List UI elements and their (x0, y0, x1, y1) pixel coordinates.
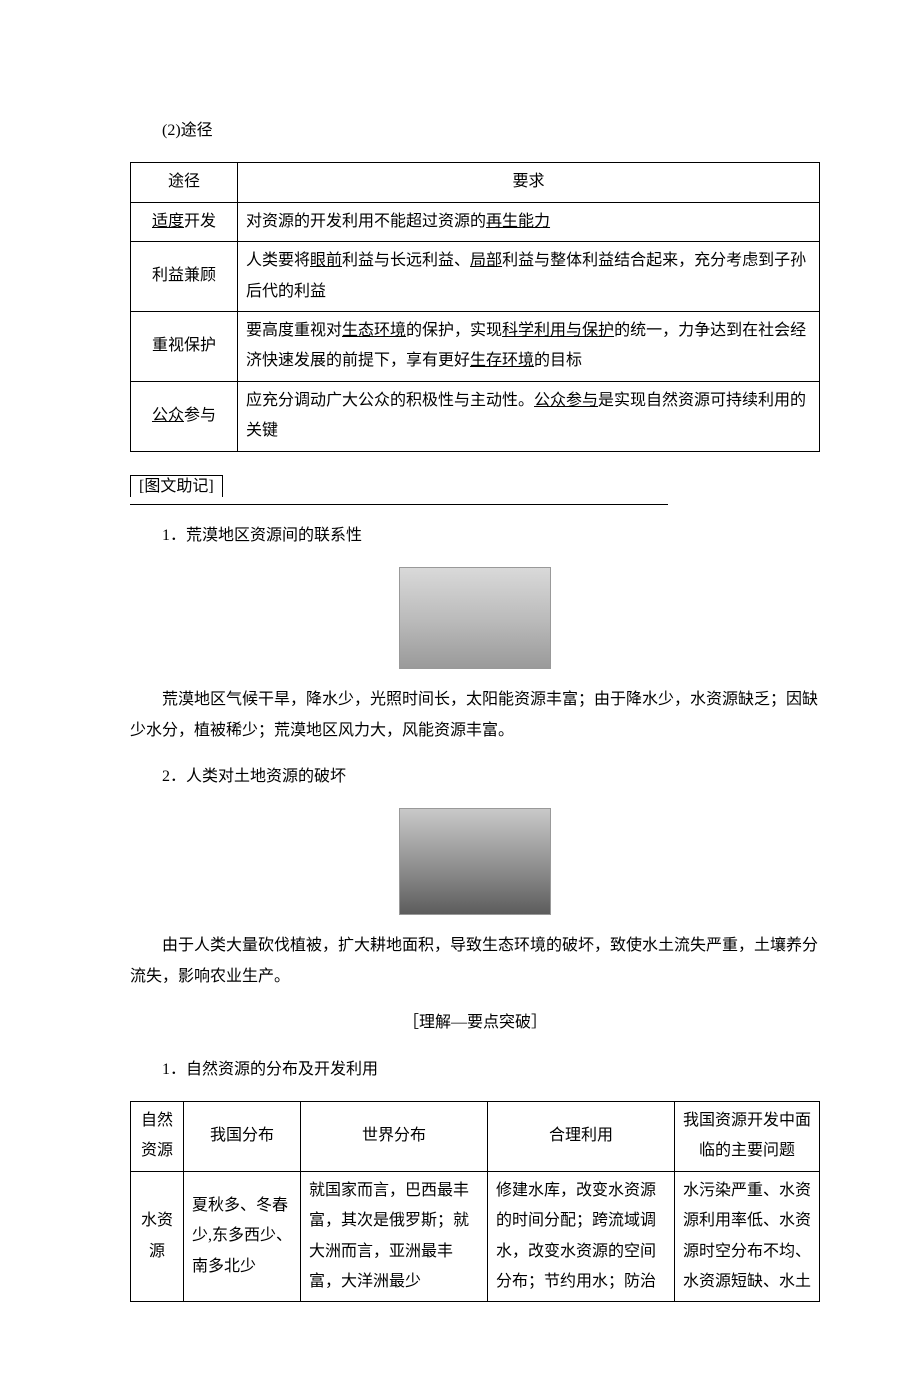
underline-text: 眼前 (310, 252, 342, 269)
section-bar-label: [图文助记] (130, 475, 223, 497)
header-china-dist: 我国分布 (184, 1102, 301, 1172)
cell-approach: 公众参与 (131, 381, 238, 451)
section-heading: ［理解—要点突破］ (130, 1008, 820, 1038)
erosion-image (399, 808, 551, 915)
cell-rational-use: 修建水库，改变水资源的时间分配；跨流域调水，改变水资源的空间分布；节约用水；防治 (488, 1171, 675, 1302)
text: 对资源的开发利用不能超过资源的 (246, 213, 486, 230)
cell-resource: 水资源 (131, 1171, 184, 1302)
table-resources: 自然资源 我国分布 世界分布 合理利用 我国资源开发中面临的主要问题 水资源 夏… (130, 1101, 820, 1302)
cell-approach: 重视保护 (131, 311, 238, 381)
underline-text: 公众参与 (534, 392, 598, 409)
text: 开发 (184, 213, 216, 230)
cell-requirement: 要高度重视对生态环境的保护，实现科学利用与保护的统一，力争达到在社会经济快速发展… (238, 311, 820, 381)
underline-text: 生态环境 (342, 322, 406, 339)
table-row: 水资源 夏秋多、冬春少,东多西少、南多北少 就国家而言，巴西最丰富，其次是俄罗斯… (131, 1171, 820, 1302)
text: 应充分调动广大公众的积极性与主动性。 (246, 392, 534, 409)
desert-image (399, 567, 551, 669)
header-requirement: 要求 (238, 163, 820, 202)
text: 参与 (184, 407, 216, 424)
text: 的保护，实现 (406, 322, 502, 339)
underline-text: 局部 (470, 252, 502, 269)
header-problems: 我国资源开发中面临的主要问题 (675, 1102, 820, 1172)
item-body: 荒漠地区气候干旱，降水少，光照时间长，太阳能资源丰富；由于降水少，水资源缺乏；因… (130, 685, 820, 746)
table-row: 自然资源 我国分布 世界分布 合理利用 我国资源开发中面临的主要问题 (131, 1102, 820, 1172)
table-row: 公众参与 应充分调动广大公众的积极性与主动性。公众参与是实现自然资源可持续利用的… (131, 381, 820, 451)
cell-china-dist: 夏秋多、冬春少,东多西少、南多北少 (184, 1171, 301, 1302)
cell-approach: 利益兼顾 (131, 242, 238, 312)
pre-table-label: (2)途径 (130, 116, 820, 146)
underline-text: 适度 (152, 213, 184, 230)
text: 要高度重视对 (246, 322, 342, 339)
item-body: 由于人类大量砍伐植被，扩大耕地面积，导致生态环境的破坏，致使水土流失严重，土壤养… (130, 931, 820, 992)
table-row: 途径 要求 (131, 163, 820, 202)
text: 人类要将 (246, 252, 310, 269)
underline-text: 公众 (152, 407, 184, 424)
cell-requirement: 人类要将眼前利益与长远利益、局部利益与整体利益结合起来，充分考虑到子孙后代的利益 (238, 242, 820, 312)
header-rational-use: 合理利用 (488, 1102, 675, 1172)
item-title: 2．人类对土地资源的破坏 (130, 762, 820, 792)
cell-world-dist: 就国家而言，巴西最丰富，其次是俄罗斯；就大洲而言，亚洲最丰富，大洋洲最少 (301, 1171, 488, 1302)
section-bar: [图文助记] (130, 472, 668, 505)
cell-requirement: 应充分调动广大公众的积极性与主动性。公众参与是实现自然资源可持续利用的关键 (238, 381, 820, 451)
cell-approach: 适度开发 (131, 202, 238, 241)
underline-text: 再生能力 (486, 213, 550, 230)
header-approach: 途径 (131, 163, 238, 202)
underline-text: 科学利用与保护 (502, 322, 614, 339)
text: 的目标 (534, 352, 582, 369)
item-title: 1．自然资源的分布及开发利用 (130, 1055, 820, 1085)
table-row: 利益兼顾 人类要将眼前利益与长远利益、局部利益与整体利益结合起来，充分考虑到子孙… (131, 242, 820, 312)
underline-text: 生存环境 (470, 352, 534, 369)
table-row: 适度开发 对资源的开发利用不能超过资源的再生能力 (131, 202, 820, 241)
item-title: 1．荒漠地区资源间的联系性 (130, 521, 820, 551)
table-row: 重视保护 要高度重视对生态环境的保护，实现科学利用与保护的统一，力争达到在社会经… (131, 311, 820, 381)
header-resource: 自然资源 (131, 1102, 184, 1172)
cell-requirement: 对资源的开发利用不能超过资源的再生能力 (238, 202, 820, 241)
header-world-dist: 世界分布 (301, 1102, 488, 1172)
table-approaches: 途径 要求 适度开发 对资源的开发利用不能超过资源的再生能力 利益兼顾 人类要将… (130, 162, 820, 451)
cell-problems: 水污染严重、水资源利用率低、水资源时空分布不均、水资源短缺、水土 (675, 1171, 820, 1302)
text: 利益与长远利益、 (342, 252, 470, 269)
